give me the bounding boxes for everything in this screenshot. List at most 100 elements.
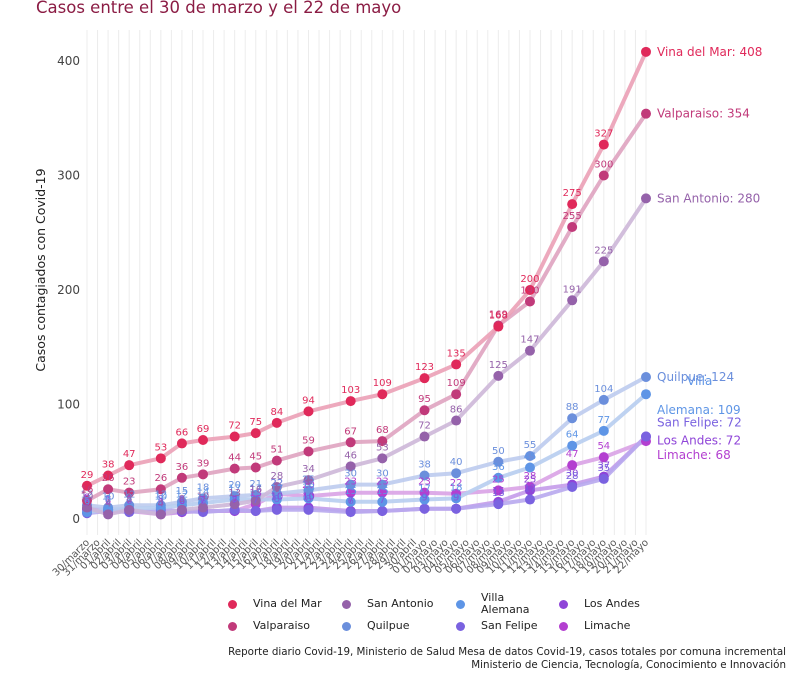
- data-point-san-felipe: [419, 503, 430, 514]
- data-label-los-andes: 9: [84, 493, 90, 504]
- data-point-valparaiso: [271, 455, 282, 466]
- data-point-san-felipe: [303, 504, 314, 515]
- data-point-quilpue: [377, 479, 388, 490]
- data-point-valparaiso: [198, 469, 209, 480]
- data-label-san-antonio: 53: [376, 442, 389, 453]
- data-point-vina-del-mar: [598, 139, 609, 150]
- data-point-valparaiso: [103, 484, 114, 495]
- data-point-vina-del-mar: [271, 417, 282, 428]
- legend-item-quilpue[interactable]: Quilpue: [342, 620, 409, 632]
- data-label-san-antonio: 72: [418, 421, 431, 432]
- data-label-quilpue: 12: [154, 489, 167, 500]
- y-tick-label: 300: [57, 169, 80, 183]
- legend-item-valparaiso[interactable]: Valparaiso: [228, 620, 310, 632]
- legend-label: Vina del Mar: [253, 597, 322, 610]
- y-tick-label: 400: [57, 54, 80, 68]
- data-label-limache: 20: [302, 480, 315, 491]
- legend-item-san-antonio[interactable]: San Antonio: [342, 598, 434, 610]
- data-label-san-antonio: 8: [126, 494, 132, 505]
- end-label-valparaiso: Valparaiso: 354: [657, 107, 750, 121]
- legend-item-los-andes[interactable]: Los Andes: [559, 598, 640, 610]
- data-label-limache: 6: [105, 496, 111, 507]
- series-line-valparaiso: [86, 112, 648, 503]
- end-label-los-andes: Los Andes: 72: [657, 434, 741, 448]
- end-labels: Vina del Mar: 408 Valparaiso: 354 San Anto…: [657, 45, 762, 462]
- data-point-limache: [377, 487, 388, 498]
- data-point-san-antonio: [303, 475, 314, 486]
- data-point-san-antonio: [155, 509, 166, 520]
- data-label-valparaiso: 45: [249, 451, 262, 462]
- data-label-san-antonio: 34: [302, 464, 315, 475]
- data-point-san-antonio: [524, 345, 535, 356]
- data-label-san-antonio: 147: [520, 335, 539, 346]
- data-point-vina-del-mar: [377, 389, 388, 400]
- line-chart: 0 100 200 300 400 Casos contagiados con Covi…: [33, 30, 762, 579]
- data-point-valparaiso: [419, 405, 430, 416]
- data-label-san-antonio: 4: [158, 498, 164, 509]
- data-point-san-felipe: [345, 507, 356, 518]
- data-label-valparaiso: 16: [81, 485, 94, 496]
- legend-item-limache[interactable]: Limache: [559, 620, 630, 632]
- data-label-san-antonio: 46: [344, 450, 357, 461]
- data-label-los-andes: 7: [347, 495, 353, 506]
- data-label-san-felipe: 28: [566, 471, 579, 482]
- data-label-villa-alemana: 15: [376, 486, 389, 497]
- data-point-san-felipe: [598, 473, 609, 484]
- data-label-valparaiso: 26: [102, 473, 115, 484]
- data-label-limache: 54: [597, 441, 610, 452]
- data-label-san-antonio: 10: [197, 492, 210, 503]
- data-label-valparaiso: 109: [447, 378, 466, 389]
- data-point-san-antonio: [103, 509, 114, 520]
- data-label-vina-del-mar: 69: [197, 424, 210, 435]
- data-point-valparaiso: [176, 472, 187, 483]
- data-label-los-andes: 9: [421, 493, 427, 504]
- data-point-vina-del-mar: [155, 453, 166, 464]
- data-label-vina-del-mar: 109: [373, 378, 392, 389]
- data-label-limache: 6: [179, 496, 185, 507]
- data-label-limache: 4: [158, 498, 164, 509]
- data-point-vina-del-mar: [303, 406, 314, 417]
- data-label-valparaiso: 39: [197, 458, 210, 469]
- legend-item-villa-alemana[interactable]: Villa Alemana: [456, 592, 536, 616]
- data-point-vina-del-mar: [103, 470, 114, 481]
- source-line-1: Reporte diario Covid-19, Ministerio de S…: [228, 646, 786, 658]
- data-label-villa-alemana: 17: [418, 484, 431, 495]
- data-label-san-antonio: 191: [563, 284, 582, 295]
- data-point-vina-del-mar: [176, 438, 187, 449]
- data-point-san-antonio: [250, 495, 261, 506]
- data-point-san-antonio: [82, 502, 92, 513]
- data-label-limache: 23: [344, 477, 357, 488]
- data-label-limache: 23: [376, 477, 389, 488]
- data-point-quilpue: [598, 394, 609, 405]
- data-point-san-antonio: [641, 193, 651, 204]
- data-label-villa-alemana: 15: [344, 486, 357, 497]
- data-point-limache: [598, 452, 609, 463]
- data-point-vina-del-mar: [493, 321, 504, 332]
- chart-title: Casos entre el 30 de marzo y el 22 de ma…: [36, 0, 402, 17]
- data-point-villa-alemana: [155, 502, 166, 513]
- series-line-vina-del-mar: [86, 50, 648, 488]
- data-point-villa-alemana: [493, 472, 504, 483]
- data-label-san-felipe: 7: [379, 495, 385, 506]
- legend-marker: [342, 621, 351, 631]
- data-point-san-felipe: [377, 505, 388, 516]
- data-label-valparaiso: 300: [594, 160, 613, 171]
- data-label-san-antonio: 16: [249, 485, 262, 496]
- legend-item-san-felipe[interactable]: San Felipe: [456, 620, 538, 632]
- data-label-quilpue: 40: [450, 457, 463, 468]
- data-label-quilpue: 18: [197, 482, 210, 493]
- data-label-los-andes: 8: [105, 494, 111, 505]
- legend-item-vina-del-mar[interactable]: Vina del Mar: [228, 598, 322, 610]
- data-label-villa-alemana: 12: [176, 489, 189, 500]
- legend-marker: [559, 599, 568, 609]
- data-point-villa-alemana: [271, 494, 282, 505]
- data-point-san-felipe: [641, 431, 651, 442]
- data-point-quilpue: [345, 479, 356, 490]
- series-points: [82, 46, 651, 520]
- data-point-san-felipe: [524, 494, 535, 505]
- data-point-limache: [419, 487, 430, 498]
- data-point-valparaiso: [451, 389, 462, 400]
- data-point-villa-alemana: [451, 493, 462, 504]
- data-label-los-andes: 37: [597, 461, 610, 472]
